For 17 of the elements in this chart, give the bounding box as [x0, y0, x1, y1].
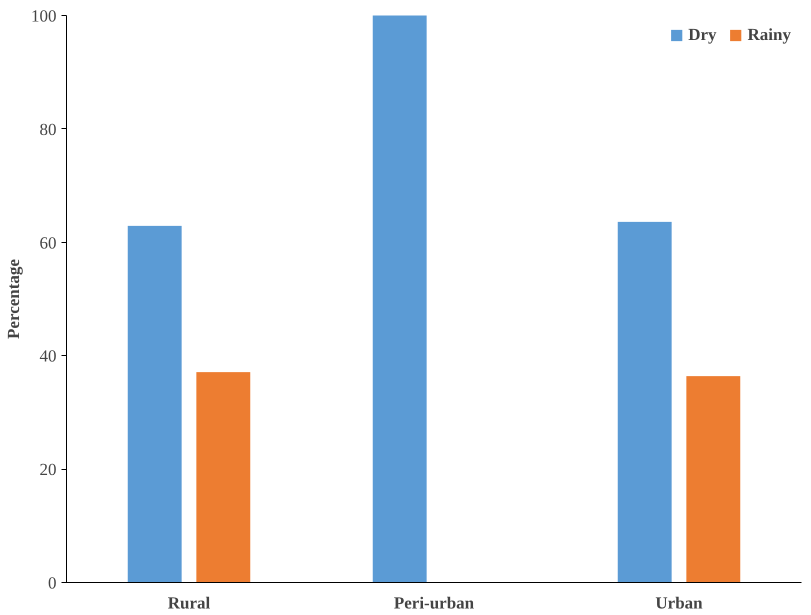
x-tick-label: Peri-urban	[394, 594, 475, 612]
legend-label: Dry	[688, 25, 717, 45]
y-tick-label: 20	[40, 460, 56, 480]
y-tick-label: 100	[31, 6, 56, 26]
bar	[618, 222, 672, 582]
x-tick-label: Urban	[655, 594, 704, 612]
y-tick-label: 60	[40, 233, 56, 252]
x-tick-label: Rural	[168, 594, 211, 612]
y-axis-title: Percentage	[4, 258, 23, 339]
bar	[128, 226, 182, 582]
legend-label: Rainy	[748, 25, 791, 45]
y-tick-label: 80	[40, 120, 56, 139]
bar	[196, 372, 250, 582]
y-tick-label: 40	[40, 346, 56, 366]
y-tick-label: 0	[48, 574, 56, 592]
bar	[372, 16, 427, 582]
bar	[686, 376, 740, 582]
